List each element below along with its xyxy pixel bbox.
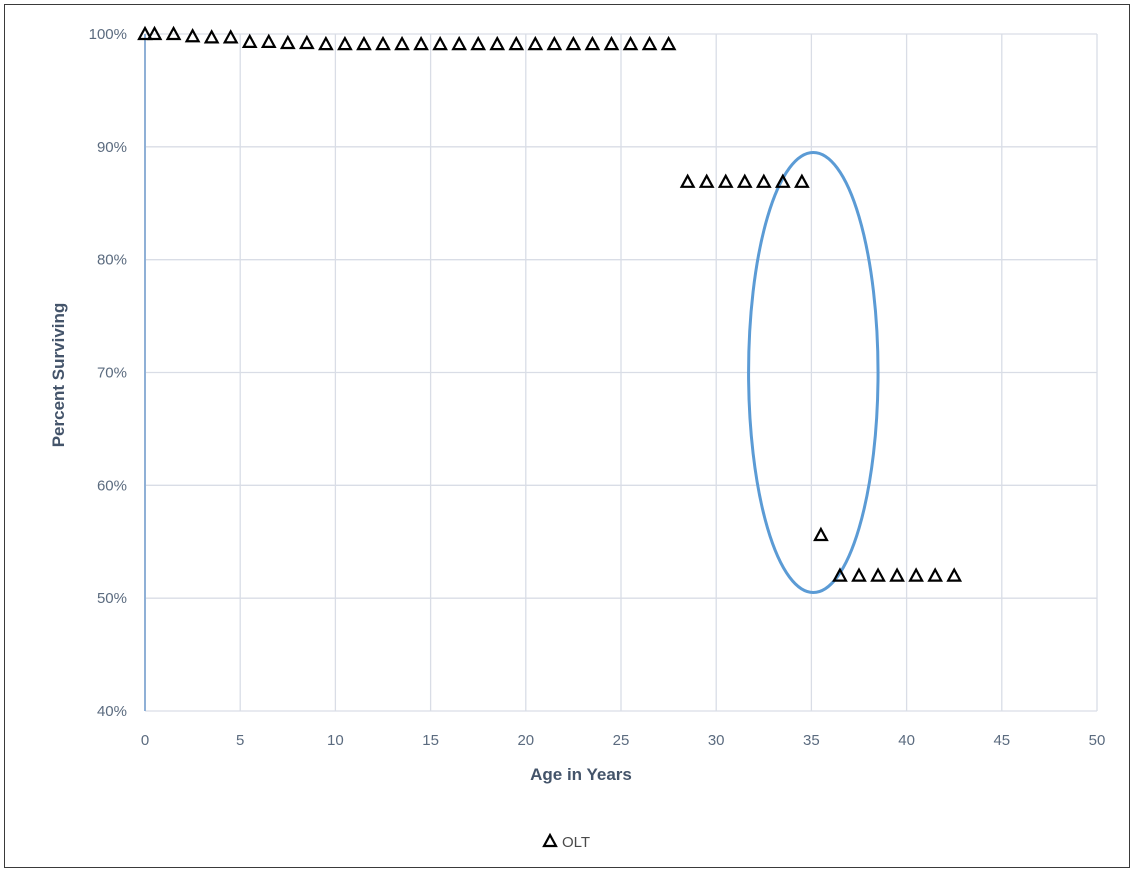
legend-label-olt: OLT (562, 834, 590, 851)
data-point-olt (146, 25, 163, 41)
data-point-olt (870, 567, 886, 582)
data-point-olt (260, 33, 277, 48)
data-point-olt (546, 35, 563, 51)
data-point-olt (470, 35, 487, 51)
chart-frame: 40% 50% 60% 70% 80% 90% 100% 0 5 10 15 20 25 30 35 40 4… (4, 4, 1130, 868)
data-point-olt (356, 35, 372, 51)
y-tick-label: 50% (97, 590, 127, 607)
data-point-olt (755, 173, 772, 188)
data-point-olt (565, 35, 582, 51)
data-point-olt (584, 35, 601, 51)
data-point-olt (222, 29, 239, 44)
data-point-olt (298, 34, 315, 50)
x-tick-label: 25 (613, 732, 630, 749)
data-point-olt (508, 35, 525, 51)
data-point-olt (889, 567, 905, 582)
x-axis-title: Age in Years (530, 765, 632, 784)
data-point-olt (413, 35, 429, 51)
highlight-ellipse (747, 150, 880, 595)
y-tick-labels: 40% 50% 60% 70% 80% 90% 100% (89, 26, 127, 720)
y-tick-label: 40% (97, 703, 127, 720)
legend: OLT (542, 832, 590, 851)
data-point-olt (318, 35, 334, 51)
data-point-olt (832, 567, 848, 582)
x-tick-label: 50 (1089, 732, 1106, 749)
data-point-olt (679, 173, 696, 188)
data-points (137, 25, 963, 582)
data-point-olt (813, 526, 829, 542)
y-tick-label: 100% (89, 26, 127, 43)
y-axis-title: Percent Surviving (49, 303, 68, 448)
data-point-olt (641, 35, 658, 51)
x-tick-labels: 0 5 10 15 20 25 30 35 40 45 50 (141, 732, 1106, 749)
y-tick-label: 70% (97, 365, 127, 382)
gridlines (144, 33, 1098, 712)
x-tick-label: 10 (327, 732, 344, 749)
data-point-olt (165, 25, 182, 41)
data-point-olt (660, 35, 677, 51)
data-point-olt (946, 567, 963, 582)
y-tick-label: 90% (97, 139, 127, 156)
data-point-olt (774, 173, 791, 188)
data-point-olt (432, 35, 448, 51)
x-tick-label: 5 (236, 732, 244, 749)
data-point-olt (375, 35, 391, 51)
data-point-olt (394, 35, 410, 51)
data-point-olt (736, 173, 753, 188)
x-tick-label: 20 (517, 732, 534, 749)
data-point-olt (489, 35, 506, 51)
x-tick-label: 45 (993, 732, 1010, 749)
annotation-layer (747, 150, 880, 595)
data-point-olt (698, 173, 715, 188)
data-point-olt (203, 29, 220, 44)
x-tick-label: 15 (422, 732, 439, 749)
y-tick-label: 60% (97, 477, 127, 494)
data-point-olt (603, 35, 620, 51)
data-point-olt (137, 25, 153, 41)
data-point-olt (241, 33, 258, 48)
data-point-olt (451, 35, 468, 51)
data-point-olt (279, 34, 296, 50)
survival-chart: 40% 50% 60% 70% 80% 90% 100% 0 5 10 15 20 25 30 35 40 4… (49, 25, 1106, 851)
x-tick-label: 30 (708, 732, 725, 749)
data-point-olt (927, 567, 944, 582)
y-tick-label: 80% (97, 252, 127, 269)
x-tick-label: 40 (898, 732, 915, 749)
data-point-olt (851, 567, 867, 582)
x-tick-label: 0 (141, 732, 149, 749)
data-point-olt (184, 27, 201, 43)
data-point-olt (908, 567, 924, 582)
x-tick-label: 35 (803, 732, 820, 749)
data-point-olt (622, 35, 639, 51)
legend-marker-olt (542, 832, 558, 848)
data-point-olt (794, 173, 810, 188)
data-point-olt (717, 173, 734, 188)
data-point-olt (527, 35, 544, 51)
data-point-olt (337, 35, 353, 51)
